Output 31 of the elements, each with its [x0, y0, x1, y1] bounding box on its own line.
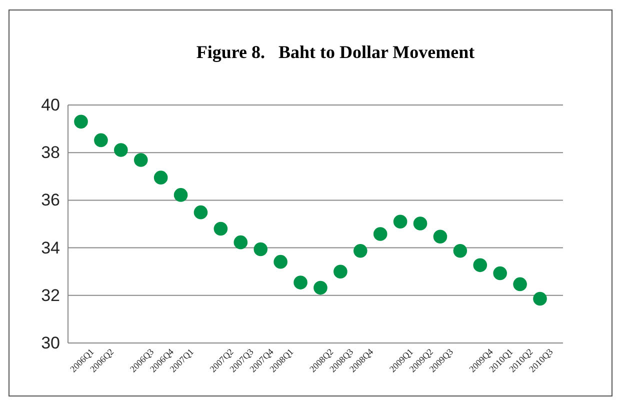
point — [154, 170, 168, 184]
point — [254, 242, 268, 256]
point — [274, 254, 288, 269]
point — [334, 264, 348, 278]
point — [114, 143, 128, 157]
point — [353, 244, 368, 258]
point — [194, 205, 208, 220]
y-tick-label: 32 — [41, 286, 60, 305]
point — [433, 230, 448, 244]
y-tick-label: 34 — [41, 238, 60, 258]
point — [134, 153, 148, 167]
chart-title: Figure 8. Baht to Dollar Movement — [196, 42, 475, 62]
y-tick-label: 36 — [41, 190, 60, 210]
y-tick-label: 40 — [41, 95, 60, 114]
point — [174, 188, 188, 202]
point — [234, 235, 248, 250]
point — [214, 222, 228, 236]
point — [493, 266, 507, 280]
point — [513, 277, 527, 292]
point — [94, 133, 108, 148]
point — [393, 214, 408, 229]
point — [413, 216, 428, 230]
y-tick-label: 38 — [41, 143, 60, 162]
point — [294, 276, 308, 290]
point — [314, 280, 328, 295]
point — [453, 244, 468, 258]
y-tick-label: 30 — [41, 333, 60, 352]
point — [74, 114, 88, 129]
point — [373, 227, 388, 241]
point — [533, 292, 547, 306]
point — [473, 258, 488, 272]
